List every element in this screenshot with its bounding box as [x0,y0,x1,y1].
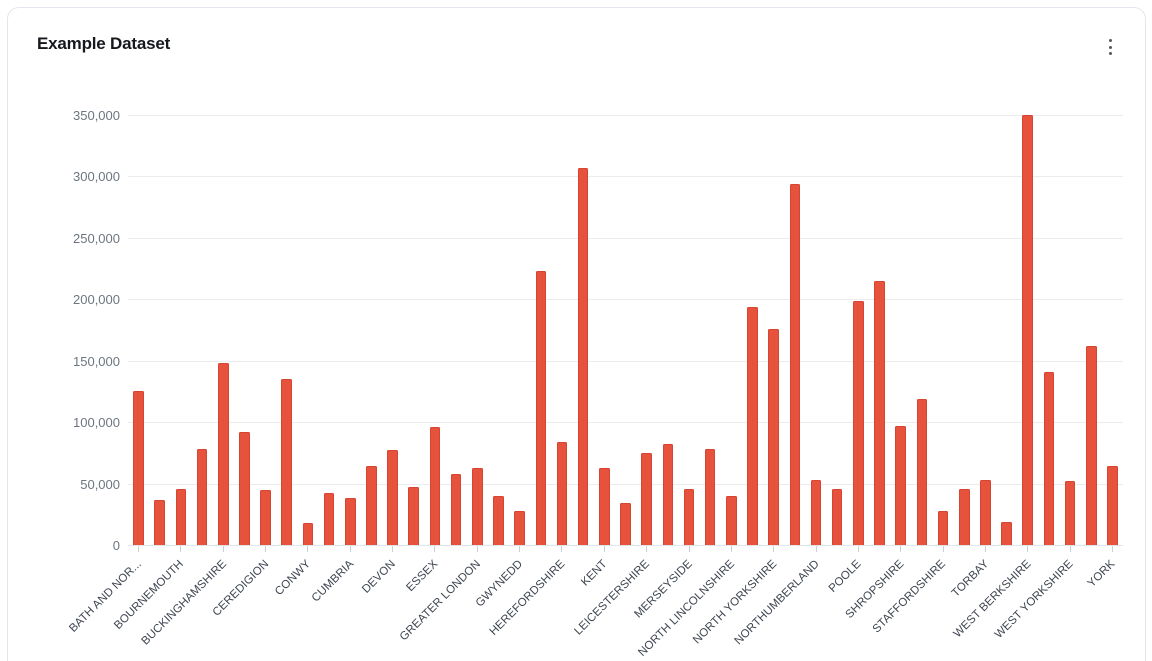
card-menu-button[interactable] [1098,30,1122,64]
y-axis-tick-label: 300,000 [73,169,120,185]
bar[interactable] [853,300,864,545]
x-axis-tick [519,546,521,552]
bar[interactable] [175,488,187,545]
y-axis-tick-label: 0 [112,538,120,553]
bar[interactable] [1043,371,1055,545]
bar[interactable] [556,441,568,545]
gridline [128,237,1123,239]
x-axis-tick [1069,546,1071,552]
chart-card: Example Dataset 0 50,000 100,000 150,000 200… [7,7,1146,661]
bar[interactable] [810,479,822,545]
bar[interactable] [726,495,737,545]
x-axis-tick [307,546,309,552]
x-axis-tick [561,546,563,552]
bar[interactable] [577,167,589,545]
bar[interactable] [344,498,356,545]
x-axis-tick [730,546,732,552]
bar-chart: 0 50,000 100,000 150,000 200,000 250,000 300,0… [67,109,1123,659]
bar[interactable] [196,449,208,545]
bar[interactable] [641,452,652,545]
gridline [128,176,1123,178]
gridline [128,299,1123,301]
y-axis-tick-label: 350,000 [73,108,120,123]
x-axis-tick [646,546,648,552]
x-axis-tick [476,546,478,552]
x-axis-tick [434,546,436,552]
y-axis-tick-label: 150,000 [73,353,120,369]
x-axis-tick [900,546,902,552]
bar[interactable] [937,510,949,545]
gridline [128,360,1123,362]
bar[interactable] [683,488,695,545]
x-axis-tick [984,546,986,552]
bar[interactable] [916,398,928,545]
x-axis-tick [1027,546,1029,552]
x-axis-tick [942,546,944,552]
bar[interactable] [768,328,779,545]
bar[interactable] [620,503,631,545]
kebab-vertical-icon [1108,39,1112,55]
bar[interactable] [831,488,843,545]
x-axis-tick [1111,546,1113,552]
y-axis-tick-label: 100,000 [73,415,120,431]
bar[interactable] [789,183,801,545]
bar[interactable] [895,425,906,545]
bar[interactable] [1001,521,1012,545]
bar[interactable] [260,489,271,545]
x-axis-tick [180,546,182,552]
bar[interactable] [281,379,293,545]
x-axis-tick [349,546,351,552]
bar[interactable] [239,431,250,545]
bar[interactable] [366,466,377,545]
x-axis-tick [857,546,859,552]
bar[interactable] [450,473,462,545]
bar[interactable] [154,499,166,545]
bar[interactable] [662,444,674,545]
bar[interactable] [514,510,525,545]
gridline [128,115,1123,116]
x-axis-tick [688,546,690,552]
x-axis-tick [603,546,605,552]
bar[interactable] [747,306,758,545]
bar[interactable] [1064,481,1076,545]
x-axis-tick [265,546,267,552]
bar[interactable] [493,495,504,545]
bar[interactable] [323,493,335,545]
bar[interactable] [1085,345,1097,545]
bar[interactable] [958,488,970,545]
bar[interactable] [535,271,547,545]
bar[interactable] [408,487,420,545]
y-axis-tick-label: 250,000 [73,230,120,246]
chart-title: Example Dataset [37,34,171,53]
bar[interactable] [1107,466,1118,545]
bar[interactable] [1022,115,1034,545]
bar[interactable] [429,427,441,545]
bar[interactable] [704,449,716,545]
x-axis-tick [392,546,394,552]
bar[interactable] [302,522,314,545]
gridline [128,483,1123,485]
bar[interactable] [980,479,991,545]
bar[interactable] [472,467,483,545]
y-axis-tick-label: 50,000 [80,476,120,492]
y-axis-tick-label: 200,000 [73,292,120,308]
x-axis-tick [222,546,224,552]
x-axis-tick [773,546,775,552]
bar[interactable] [599,467,610,545]
gridline [128,422,1123,424]
x-axis-line [128,545,1123,546]
bar[interactable] [387,450,398,545]
x-axis-tick [815,546,817,552]
bar[interactable] [217,363,229,545]
x-axis-tick [138,546,140,552]
bar[interactable] [874,280,885,545]
bar[interactable] [133,391,144,545]
